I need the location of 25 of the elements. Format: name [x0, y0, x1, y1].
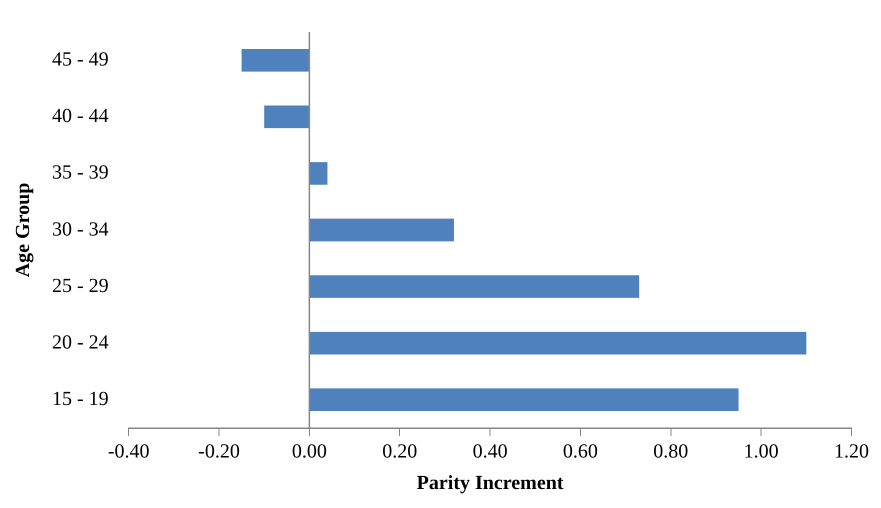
- y-axis-title: Age Group: [12, 182, 34, 278]
- y-tick-label: 35 - 39: [52, 162, 109, 184]
- y-tick-label: 30 - 34: [52, 218, 109, 240]
- x-axis-title: Parity Increment: [416, 472, 564, 494]
- bar: [242, 48, 309, 72]
- bar: [310, 332, 806, 354]
- y-tick-label: 15 - 19: [52, 388, 109, 410]
- bar: [310, 275, 640, 298]
- x-tick-label: -0.20: [198, 440, 240, 462]
- x-tick-label: -0.40: [108, 440, 150, 462]
- x-tick-label: 1.00: [744, 440, 779, 462]
- x-tick-label: 1.20: [834, 440, 869, 462]
- y-tick-label: 40 - 44: [52, 105, 109, 128]
- bar: [264, 106, 309, 128]
- x-tick-label: 0.80: [653, 440, 688, 462]
- y-tick-label: 20 - 24: [52, 331, 109, 354]
- x-tick-label: 0.40: [472, 440, 508, 462]
- x-tick-label: 0.00: [292, 440, 327, 462]
- x-tick-label: 0.60: [562, 440, 598, 462]
- bar: [310, 218, 454, 242]
- bar: [310, 388, 739, 412]
- x-tick-label: 0.20: [382, 440, 418, 462]
- bar: [310, 162, 328, 185]
- y-tick-label: 25 - 29: [52, 274, 109, 297]
- y-tick-label: 45 - 49: [52, 48, 109, 71]
